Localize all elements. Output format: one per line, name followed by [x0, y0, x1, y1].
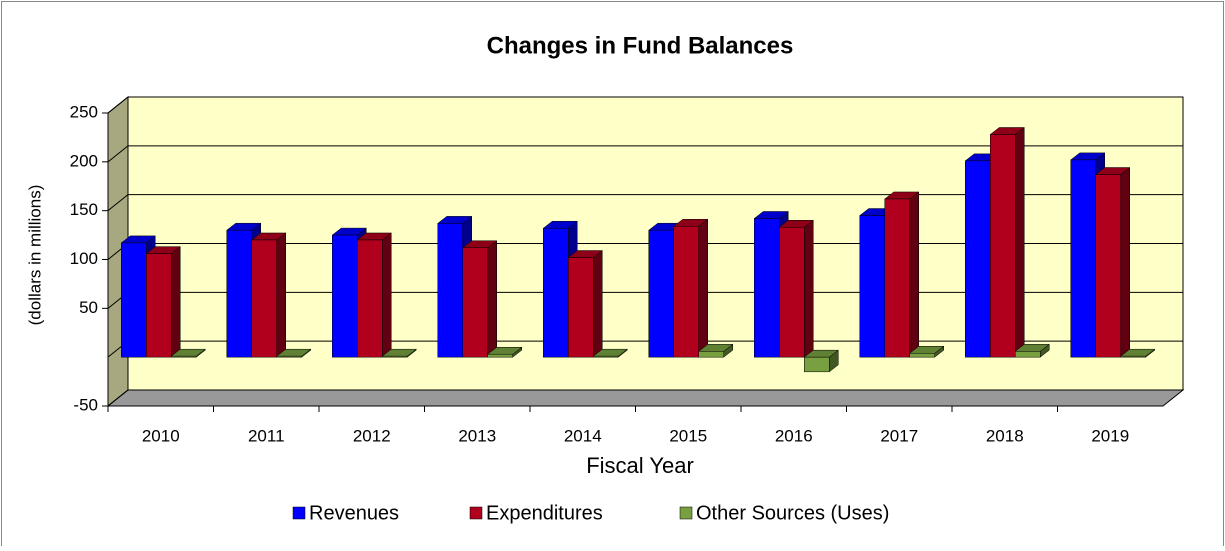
bar: [568, 257, 594, 358]
bar-side: [171, 246, 181, 358]
bar: [859, 215, 885, 358]
x-tick-label: 2011: [248, 426, 285, 445]
bar-side: [909, 191, 919, 358]
bar: [990, 134, 1016, 358]
legend-label: Expenditures: [486, 502, 603, 524]
bar-side: [1015, 126, 1025, 358]
x-tick-label: 2015: [669, 426, 707, 445]
bar: [332, 234, 358, 358]
x-tick-label: 2017: [880, 426, 918, 445]
bar: [251, 239, 277, 358]
bar: [593, 355, 619, 358]
bar: [1095, 174, 1121, 358]
bar: [1070, 159, 1096, 358]
grid-line: [107, 194, 1183, 212]
x-tick-label: 2014: [564, 426, 602, 445]
y-tick-label: 100: [70, 249, 98, 268]
bar: [543, 227, 569, 358]
bar-side: [276, 232, 286, 358]
bar: [965, 160, 991, 358]
bar-side: [804, 219, 814, 358]
x-axis-label: Fiscal Year: [586, 453, 694, 478]
y-tick-label: 250: [70, 102, 98, 121]
x-tick-label: 2019: [1091, 426, 1129, 445]
legend-label: Other Sources (Uses): [696, 502, 889, 524]
x-tick-label: 2012: [353, 426, 391, 445]
y-tick-label: 50: [79, 298, 98, 317]
bar: [382, 355, 408, 358]
y-tick-label: 200: [70, 151, 98, 170]
bar: [648, 229, 674, 358]
legend-label: Revenues: [309, 502, 399, 524]
grid-line: [107, 389, 1183, 407]
bar: [884, 198, 910, 358]
bar: [698, 351, 724, 358]
grid-line: [107, 145, 1183, 163]
bar: [171, 355, 197, 358]
y-tick-label: -50: [73, 395, 98, 414]
y-tick-label: 150: [70, 200, 98, 219]
x-tick-label: 2010: [142, 426, 180, 445]
legend-swatch: [469, 506, 483, 520]
bar: [357, 239, 383, 358]
y-axis-label: (dollars in millions): [25, 185, 44, 326]
bar-side: [487, 240, 497, 358]
bar: [673, 226, 699, 358]
x-tick-label: 2016: [775, 426, 813, 445]
bar: [1015, 351, 1041, 358]
bar: [804, 356, 830, 373]
bar: [1120, 355, 1146, 358]
bar: [276, 355, 302, 358]
legend-swatch: [292, 506, 306, 520]
x-tick-label: 2013: [458, 426, 496, 445]
chart-title: Changes in Fund Balances: [487, 32, 794, 59]
bar: [909, 353, 935, 358]
bar: [779, 227, 805, 358]
bar: [226, 229, 252, 358]
bar: [754, 218, 780, 358]
bar-side: [698, 218, 708, 358]
bar: [437, 223, 463, 358]
x-tick-label: 2018: [986, 426, 1024, 445]
bar-side: [1120, 167, 1130, 358]
bar: [121, 242, 147, 358]
floor: [106, 389, 1185, 407]
bar-side: [593, 250, 603, 358]
grid-line: [107, 96, 1183, 114]
bar: [487, 353, 513, 358]
bar: [462, 247, 488, 358]
bar: [146, 253, 172, 358]
bar-side: [382, 232, 392, 358]
legend-swatch: [679, 506, 693, 520]
